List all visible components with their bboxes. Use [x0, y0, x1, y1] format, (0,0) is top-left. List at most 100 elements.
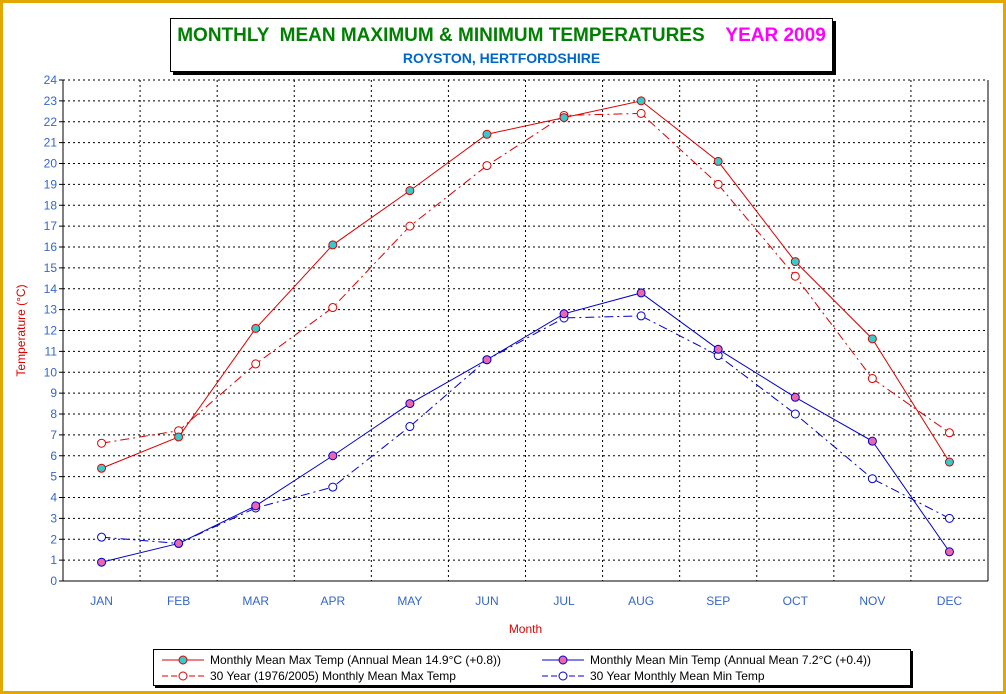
y-tick-label: 24 — [44, 73, 58, 87]
x-tick-label: DEC — [937, 594, 963, 608]
series-line-1 — [101, 292, 950, 563]
series-point-1 — [174, 538, 184, 548]
series-point-3 — [790, 409, 800, 419]
y-tick-label: 9 — [50, 386, 57, 400]
legend-swatch-min — [542, 655, 584, 665]
x-tick-label: MAY — [397, 594, 422, 608]
series-point-1 — [559, 309, 569, 319]
y-tick-label: 14 — [44, 282, 58, 296]
y-tick-label: 7 — [50, 428, 57, 442]
series-point-0 — [251, 323, 261, 333]
chart-subtitle: ROYSTON, HERTFORDSHIRE — [402, 50, 601, 66]
y-tick-label: 17 — [44, 219, 58, 233]
x-axis-title: Month — [509, 622, 542, 636]
y-tick-label: 21 — [44, 136, 58, 150]
x-tick-label: SEP — [706, 594, 730, 608]
legend-label-max: Monthly Mean Max Temp (Annual Mean 14.9°… — [210, 653, 502, 667]
chart-legend: Monthly Mean Max Temp (Annual Mean 14.9°… — [153, 649, 911, 686]
series-point-2 — [482, 161, 492, 171]
series-point-1 — [867, 436, 877, 446]
series-point-3 — [944, 513, 954, 523]
chart-title-main: MONTHLY MEAN MAXIMUM & MINIMUM TEMPERATU… — [177, 25, 705, 46]
legend-swatch-30yr-max — [162, 671, 204, 681]
series-point-0 — [174, 432, 184, 442]
series-point-3 — [405, 422, 415, 432]
legend-label-30yr-min: 30 Year Monthly Mean Min Temp — [590, 669, 765, 683]
y-tick-label: 10 — [44, 365, 58, 379]
legend-swatch-marker — [178, 671, 188, 681]
x-tick-label: OCT — [783, 594, 809, 608]
x-tick-label: JUL — [553, 594, 575, 608]
x-tick-label: NOV — [859, 594, 885, 608]
series-point-3 — [636, 311, 646, 321]
x-tick-label: AUG — [628, 594, 654, 608]
y-axis-title: Temperature (°C) — [14, 284, 28, 376]
y-tick-label: 1 — [50, 553, 57, 567]
series-point-2 — [790, 271, 800, 281]
series-point-3 — [867, 474, 877, 484]
chart-title: MONTHLY MEAN MAXIMUM & MINIMUM TEMPERATU… — [171, 25, 832, 47]
series-point-2 — [944, 428, 954, 438]
y-tick-label: 23 — [44, 94, 58, 108]
x-tick-label: JAN — [90, 594, 113, 608]
series-point-2 — [328, 303, 338, 313]
legend-swatch-marker — [558, 671, 568, 681]
series-point-2 — [713, 179, 723, 189]
x-tick-label: FEB — [167, 594, 190, 608]
series-point-1 — [482, 355, 492, 365]
series-point-3 — [328, 482, 338, 492]
series-point-1 — [790, 392, 800, 402]
series-point-0 — [636, 96, 646, 106]
series-point-2 — [97, 438, 107, 448]
series-point-1 — [97, 557, 107, 567]
legend-swatch-marker — [178, 655, 188, 665]
legend-swatch-marker — [558, 655, 568, 665]
series-point-2 — [867, 374, 877, 384]
legend-swatch-30yr-min — [542, 671, 584, 681]
y-tick-label: 2 — [50, 532, 57, 546]
series-point-0 — [944, 457, 954, 467]
y-tick-label: 0 — [50, 574, 57, 588]
y-tick-label: 20 — [44, 157, 58, 171]
series-point-2 — [251, 359, 261, 369]
series-point-0 — [482, 129, 492, 139]
series-point-1 — [944, 547, 954, 557]
chart-title-box: MONTHLY MEAN MAXIMUM & MINIMUM TEMPERATU… — [170, 18, 833, 72]
series-point-0 — [328, 240, 338, 250]
series-point-1 — [251, 501, 261, 511]
y-tick-label: 11 — [45, 344, 58, 358]
legend-label-30yr-max: 30 Year (1976/2005) Monthly Mean Max Tem… — [210, 669, 456, 683]
series-point-3 — [97, 532, 107, 542]
series-point-0 — [559, 113, 569, 123]
y-tick-label: 18 — [44, 198, 58, 212]
y-tick-label: 16 — [44, 240, 58, 254]
series-point-1 — [713, 344, 723, 354]
series-line-2 — [101, 112, 950, 444]
y-tick-label: 5 — [50, 470, 57, 484]
y-tick-label: 12 — [44, 324, 58, 338]
x-tick-label: MAR — [242, 594, 269, 608]
series-point-0 — [867, 334, 877, 344]
y-tick-label: 3 — [50, 511, 57, 525]
y-tick-label: 22 — [44, 115, 58, 129]
y-tick-label: 15 — [44, 261, 58, 275]
legend-swatch-max — [162, 655, 204, 665]
series-point-1 — [636, 288, 646, 298]
y-tick-label: 4 — [50, 491, 57, 505]
series-point-0 — [713, 156, 723, 166]
x-tick-label: APR — [320, 594, 345, 608]
series-point-2 — [405, 221, 415, 231]
series-point-1 — [405, 399, 415, 409]
series-point-0 — [97, 463, 107, 473]
x-tick-label: JUN — [475, 594, 498, 608]
y-tick-label: 19 — [44, 177, 58, 191]
series-point-2 — [636, 108, 646, 118]
y-tick-label: 8 — [50, 407, 57, 421]
y-tick-label: 13 — [44, 303, 58, 317]
chart-title-year: YEAR 2009 — [725, 25, 826, 46]
legend-label-min: Monthly Mean Min Temp (Annual Mean 7.2°C… — [590, 653, 872, 667]
series-point-0 — [790, 257, 800, 267]
series-point-1 — [328, 451, 338, 461]
y-tick-label: 6 — [50, 449, 57, 463]
